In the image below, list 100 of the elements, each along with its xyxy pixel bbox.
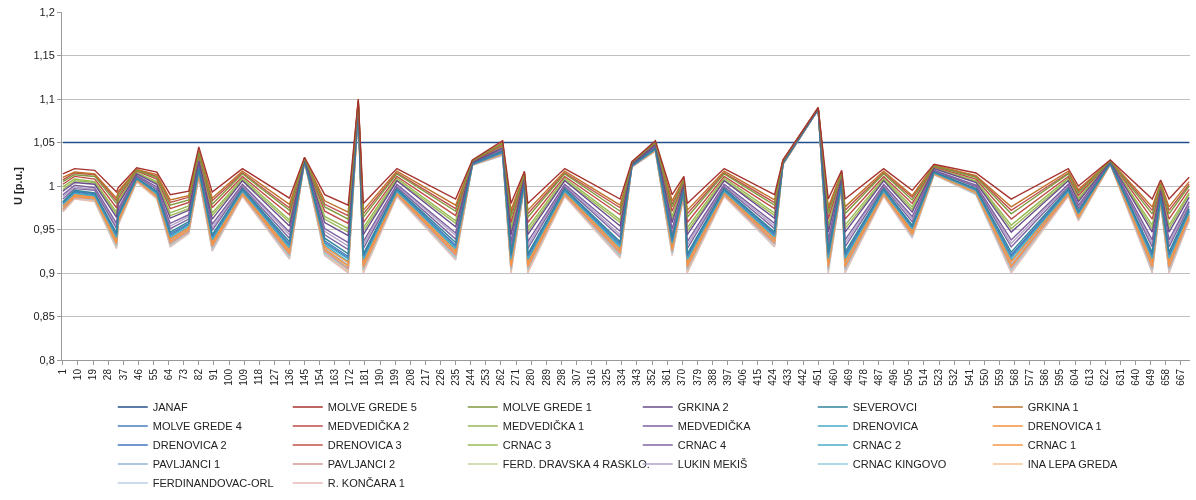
y-tick-label: 1,1 [39, 92, 55, 105]
x-tick-label: 226 [434, 368, 446, 386]
x-tick-label: 334 [616, 368, 628, 386]
x-tick-label: 289 [540, 368, 552, 386]
legend-label: PAVLJANCI 1 [152, 458, 221, 471]
x-tick-label: 28 [102, 368, 114, 381]
legend-label: FERDINANDOVAC-ORL [152, 477, 274, 490]
x-tick-label: 217 [419, 368, 431, 386]
x-tick-label: 262 [495, 368, 507, 386]
x-tick-label: 118 [253, 368, 265, 385]
x-tick-label: 73 [177, 368, 189, 381]
x-tick-label: 10 [72, 368, 84, 381]
x-tick-label: 172 [344, 368, 356, 386]
legend-label: INA LEPA GREDA [1027, 458, 1119, 471]
x-tick-label: 181 [359, 368, 371, 386]
x-tick-label: 127 [268, 368, 280, 386]
x-tick-label: 253 [480, 368, 492, 386]
x-tick-label: 163 [329, 368, 341, 386]
legend-label: FERD. DRAVSKA 4 RASKLO. [502, 458, 650, 471]
y-tick-label: 0,8 [39, 353, 55, 366]
x-tick-label: 244 [464, 368, 476, 386]
legend-label: R. KONČARA 1 [327, 477, 405, 490]
legend-label: DRENOVICA [852, 420, 919, 433]
x-tick-label: 109 [238, 368, 250, 386]
x-tick-label: 406 [736, 368, 748, 386]
x-tick-label: 352 [646, 368, 658, 386]
legend-label: DRENOVICA 2 [152, 439, 227, 452]
legend-label: CRNAC 1 [1027, 439, 1077, 452]
x-tick-label: 91 [208, 368, 220, 381]
legend-label: CRNAC 3 [502, 439, 552, 452]
x-tick-label: 469 [842, 368, 854, 386]
x-tick-label: 640 [1129, 368, 1141, 386]
x-tick-label: 298 [555, 368, 567, 386]
x-tick-label: 577 [1023, 368, 1035, 386]
y-tick-label: 0,9 [39, 266, 55, 279]
x-tick-label: 280 [525, 368, 537, 386]
x-tick-label: 154 [313, 368, 325, 386]
y-tick-label: 1,2 [39, 5, 55, 18]
x-tick-label: 55 [147, 368, 159, 381]
x-tick-label: 325 [600, 368, 612, 386]
y-tick-label: 1 [48, 179, 55, 192]
legend-label: MOLVE GREDE 5 [327, 401, 417, 414]
legend-label: LUKIN MEKIŠ [677, 458, 748, 471]
x-tick-label: 82 [193, 368, 205, 381]
x-tick-label: 550 [978, 368, 990, 386]
x-tick-label: 568 [1008, 368, 1020, 386]
x-tick-label: 649 [1144, 368, 1156, 386]
x-tick-label: 595 [1054, 368, 1066, 386]
y-axis-title: U [p.u.] [12, 166, 25, 205]
y-tick-label: 0,95 [33, 223, 55, 236]
x-tick-label: 658 [1159, 368, 1171, 386]
x-tick-label: 397 [721, 368, 733, 386]
x-tick-label: 19 [87, 368, 99, 381]
x-tick-label: 361 [661, 368, 673, 386]
x-tick-label: 145 [298, 368, 310, 386]
x-tick-label: 604 [1069, 368, 1081, 386]
x-tick-label: 1 [57, 368, 69, 375]
x-tick-label: 424 [767, 368, 779, 386]
x-tick-label: 478 [857, 368, 869, 386]
x-tick-label: 559 [993, 368, 1005, 386]
x-tick-label: 343 [631, 368, 643, 386]
x-tick-label: 199 [389, 368, 401, 386]
legend-label: CRNAC 4 [677, 439, 727, 452]
legend-label: DRENOVICA 1 [1027, 420, 1102, 433]
x-tick-label: 505 [903, 368, 915, 386]
x-tick-label: 379 [691, 368, 703, 386]
x-tick-label: 460 [827, 368, 839, 386]
legend-label: MOLVE GREDE 1 [502, 401, 592, 414]
x-tick-label: 415 [752, 368, 764, 386]
x-tick-label: 613 [1084, 368, 1096, 386]
x-tick-label: 208 [404, 368, 416, 386]
legend-label: GRKINA 2 [677, 401, 729, 414]
x-tick-label: 64 [162, 368, 174, 381]
x-tick-label: 631 [1114, 368, 1126, 386]
x-tick-label: 496 [887, 368, 899, 386]
y-tick-label: 1,15 [33, 49, 55, 62]
legend-label: GRKINA 1 [1027, 401, 1079, 414]
x-tick-label: 307 [570, 368, 582, 386]
x-tick-label: 523 [933, 368, 945, 386]
x-tick-label: 541 [963, 368, 975, 386]
x-tick-label: 442 [797, 368, 809, 386]
x-tick-label: 46 [132, 368, 144, 381]
legend-label: MEDVEDIČKA 2 [327, 420, 410, 433]
legend-label: CRNAC KINGOVO [852, 458, 947, 471]
x-tick-label: 532 [948, 368, 960, 386]
y-tick-label: 1,05 [33, 136, 55, 149]
y-tick-label: 0,85 [33, 310, 55, 323]
legend-label: DRENOVICA 3 [327, 439, 402, 452]
x-tick-label: 190 [374, 368, 386, 386]
legend-label: SEVEROVCI [852, 401, 917, 414]
x-tick-label: 622 [1099, 368, 1111, 386]
legend-label: MEDVEDIČKA 1 [502, 420, 585, 433]
legend-label: JANAF [152, 401, 188, 414]
x-tick-label: 451 [812, 368, 824, 386]
x-tick-label: 667 [1175, 368, 1187, 386]
x-tick-label: 586 [1039, 368, 1051, 386]
x-tick-label: 388 [706, 368, 718, 386]
x-tick-label: 316 [585, 368, 597, 386]
x-tick-label: 235 [449, 368, 461, 386]
legend-label: PAVLJANCI 2 [327, 458, 396, 471]
